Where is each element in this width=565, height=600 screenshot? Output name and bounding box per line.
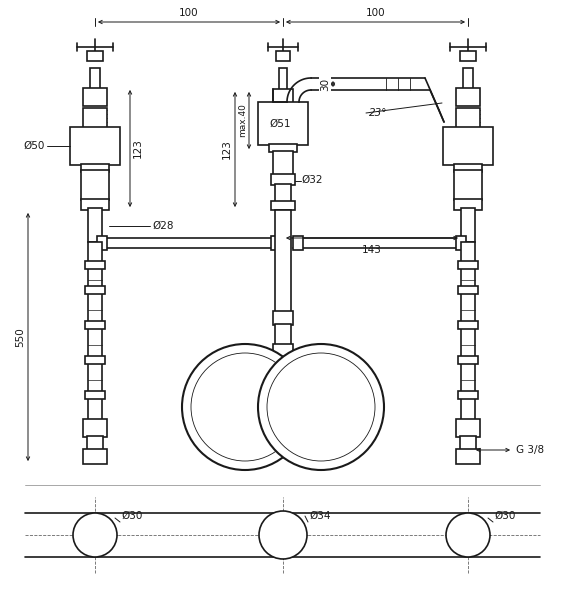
Text: 30: 30 — [320, 77, 330, 91]
Bar — [456, 236, 466, 250]
Bar — [83, 108, 107, 128]
Bar — [85, 356, 105, 364]
Bar — [90, 68, 100, 90]
Text: 100: 100 — [179, 8, 199, 18]
Bar — [87, 436, 103, 450]
Bar — [277, 358, 289, 380]
Bar — [85, 391, 105, 399]
Text: Ø32: Ø32 — [301, 175, 323, 185]
Bar — [456, 108, 480, 128]
Bar — [458, 391, 478, 399]
Bar — [273, 151, 293, 175]
Bar — [461, 208, 475, 242]
Bar — [273, 311, 293, 325]
Bar — [293, 236, 303, 250]
Text: Ø28: Ø28 — [152, 221, 173, 231]
Text: G 3/8: G 3/8 — [516, 445, 544, 455]
Text: max.40: max.40 — [238, 104, 247, 137]
Bar — [97, 236, 107, 250]
Bar — [271, 174, 295, 185]
Bar — [83, 88, 107, 106]
Bar — [458, 356, 478, 364]
Bar — [458, 286, 478, 294]
Text: 123: 123 — [222, 140, 232, 160]
Bar — [258, 102, 308, 145]
Circle shape — [182, 344, 308, 470]
Bar — [271, 201, 295, 210]
Bar — [454, 164, 482, 172]
Bar — [269, 144, 297, 152]
Bar — [458, 261, 478, 269]
Bar — [275, 324, 291, 345]
Bar — [454, 199, 482, 210]
Bar — [85, 261, 105, 269]
Bar — [88, 208, 102, 242]
Text: Ø30: Ø30 — [494, 511, 515, 521]
Bar — [85, 286, 105, 294]
Text: 550: 550 — [15, 327, 25, 347]
Bar — [463, 68, 473, 90]
Circle shape — [73, 513, 117, 557]
Text: 23°: 23° — [369, 108, 387, 118]
Bar — [83, 449, 107, 464]
Bar — [271, 236, 281, 250]
Bar — [88, 242, 102, 420]
Bar — [85, 321, 105, 329]
Text: 100: 100 — [366, 8, 385, 18]
Bar — [279, 68, 287, 90]
Circle shape — [267, 353, 375, 461]
Text: Ø34: Ø34 — [309, 511, 331, 521]
Text: Ø30: Ø30 — [121, 511, 142, 521]
Bar — [276, 51, 290, 61]
Bar — [460, 51, 476, 61]
Circle shape — [191, 353, 299, 461]
Circle shape — [446, 513, 490, 557]
Text: Ø51: Ø51 — [270, 119, 291, 129]
Text: 123: 123 — [133, 139, 143, 158]
Bar — [275, 210, 291, 312]
Circle shape — [259, 511, 307, 559]
Bar — [81, 170, 109, 200]
Bar — [456, 88, 480, 106]
Bar — [81, 164, 109, 172]
Bar — [70, 127, 120, 165]
Circle shape — [258, 344, 384, 470]
Bar — [456, 419, 480, 437]
Bar — [458, 321, 478, 329]
Bar — [273, 344, 293, 360]
Bar — [81, 199, 109, 210]
Bar — [456, 449, 480, 464]
Bar — [454, 170, 482, 200]
Text: Ø50: Ø50 — [24, 141, 45, 151]
Bar — [461, 242, 475, 420]
Text: 143: 143 — [362, 245, 382, 255]
Bar — [87, 51, 103, 61]
Bar — [275, 184, 291, 202]
Bar — [83, 419, 107, 437]
Bar — [443, 127, 493, 165]
Bar — [273, 89, 293, 103]
Bar — [460, 436, 476, 450]
